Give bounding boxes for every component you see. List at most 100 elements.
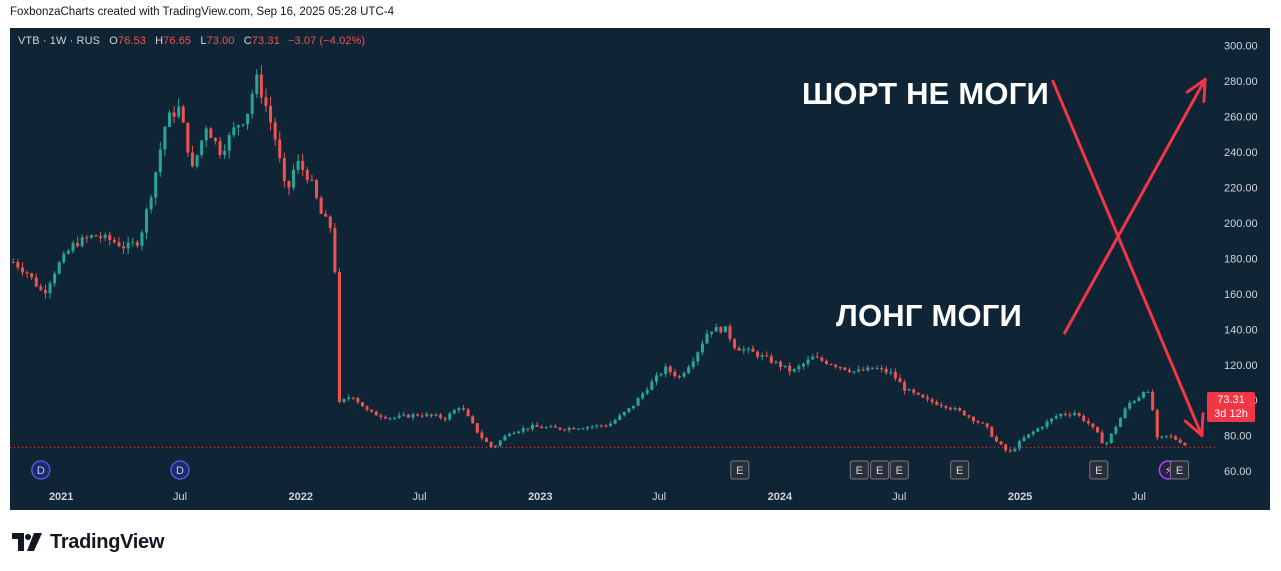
candle-body xyxy=(829,363,833,365)
price-tick-label: 240.00 xyxy=(1224,147,1258,159)
candle-body xyxy=(1091,423,1095,428)
close-value: 73.31 xyxy=(251,35,280,47)
candle-body xyxy=(213,137,217,142)
candle-body xyxy=(227,135,231,151)
candle-body xyxy=(944,405,948,408)
candle-body xyxy=(843,367,847,370)
candle-body xyxy=(811,356,815,360)
candle-body xyxy=(774,361,778,363)
time-tick-label: Jul xyxy=(892,491,906,503)
candle-body xyxy=(958,408,962,411)
candle-body xyxy=(1050,418,1054,422)
candle-body xyxy=(967,415,971,417)
candle-body xyxy=(204,128,208,141)
open-value: 76.53 xyxy=(117,35,146,47)
candle-body xyxy=(236,125,240,128)
candle-body xyxy=(475,423,479,433)
candle-body xyxy=(34,277,38,287)
candle-body xyxy=(66,250,70,254)
dividend-marker-label: D xyxy=(37,465,45,477)
candle-body xyxy=(324,213,328,217)
candle-body xyxy=(650,381,654,390)
candle-body xyxy=(319,197,323,214)
candle-body xyxy=(53,273,57,284)
candlestick-chart[interactable]: 300.00 280.00 260.00 240.00 220.00 200.00 180.… xyxy=(10,28,1270,510)
candle-body xyxy=(365,406,369,410)
candle-body xyxy=(769,356,773,363)
candle-body xyxy=(186,122,190,153)
candle-body xyxy=(530,424,534,430)
candle-body xyxy=(126,242,130,249)
candle-body xyxy=(567,427,571,430)
candle-body xyxy=(664,366,668,374)
chart-area[interactable]: 300.00 280.00 260.00 240.00 220.00 200.00 180.… xyxy=(10,28,1270,510)
candle-body xyxy=(1109,433,1113,443)
candle-body xyxy=(145,209,149,233)
high-value: 76.65 xyxy=(163,35,192,47)
candle-body xyxy=(1132,400,1136,403)
arrow-head-icon xyxy=(1183,412,1205,438)
candle-body xyxy=(613,420,617,424)
price-tick-label: 120.00 xyxy=(1224,360,1258,372)
candle-body xyxy=(604,425,608,427)
candle-body xyxy=(167,112,171,127)
candle-body xyxy=(420,415,424,417)
last-price-tag: 73.31 3d 12h xyxy=(1207,392,1255,422)
candle-body xyxy=(705,333,709,344)
candle-body xyxy=(411,414,415,418)
earnings-marker-label: E xyxy=(856,465,863,477)
earnings-marker-icon xyxy=(849,460,869,480)
candle-body xyxy=(292,169,296,188)
candle-body xyxy=(779,361,783,368)
candle-body xyxy=(861,369,865,371)
candle-body xyxy=(434,414,438,416)
candle-body xyxy=(489,441,493,447)
candle-body xyxy=(792,369,796,372)
candle-body xyxy=(1036,428,1040,432)
earnings-marker-icon xyxy=(950,460,970,480)
candle-body xyxy=(700,343,704,353)
candle-body xyxy=(632,405,636,409)
candle-body xyxy=(457,408,461,411)
candle-body xyxy=(287,180,291,188)
earnings-marker-label: E xyxy=(876,465,883,477)
candle-body xyxy=(360,402,364,407)
candle-body xyxy=(416,414,420,416)
candle-body xyxy=(108,234,112,240)
candle-body xyxy=(140,232,144,246)
candle-body xyxy=(16,262,20,268)
candle-body xyxy=(788,365,792,372)
candle-body xyxy=(742,349,746,351)
candle-body xyxy=(576,428,580,430)
candle-body xyxy=(682,373,686,377)
candle-body xyxy=(370,409,374,412)
long-annotation: ЛОНГ МОГИ xyxy=(836,298,1023,333)
candle-body xyxy=(636,398,640,406)
price-tick-label: 140.00 xyxy=(1224,324,1258,336)
time-tick-label: Jul xyxy=(1132,491,1146,503)
price-tick-label: 80.00 xyxy=(1224,431,1252,443)
candle-body xyxy=(903,382,907,391)
candle-body xyxy=(1082,415,1086,422)
candle-body xyxy=(884,368,888,373)
candle-body xyxy=(1146,391,1150,393)
dividend-marker-label: D xyxy=(176,465,184,477)
candle-body xyxy=(255,74,259,94)
candle-body xyxy=(659,373,663,376)
brand-logo[interactable]: TradingView xyxy=(12,530,164,554)
candle-body xyxy=(544,427,548,429)
candle-body xyxy=(590,426,594,428)
price-tick-label: 260.00 xyxy=(1224,112,1258,124)
candle-body xyxy=(310,179,314,181)
earnings-marker-label: E xyxy=(1095,465,1102,477)
candle-body xyxy=(801,363,805,367)
candle-body xyxy=(154,172,158,198)
earnings-marker-icon xyxy=(889,460,909,480)
earnings-marker-icon xyxy=(730,460,750,480)
candle-body xyxy=(668,366,672,372)
candle-body xyxy=(149,197,153,210)
candle-body xyxy=(20,267,24,273)
low-value: 73.00 xyxy=(206,35,235,47)
candle-body xyxy=(599,425,603,427)
price-tick-label: 220.00 xyxy=(1224,183,1258,195)
